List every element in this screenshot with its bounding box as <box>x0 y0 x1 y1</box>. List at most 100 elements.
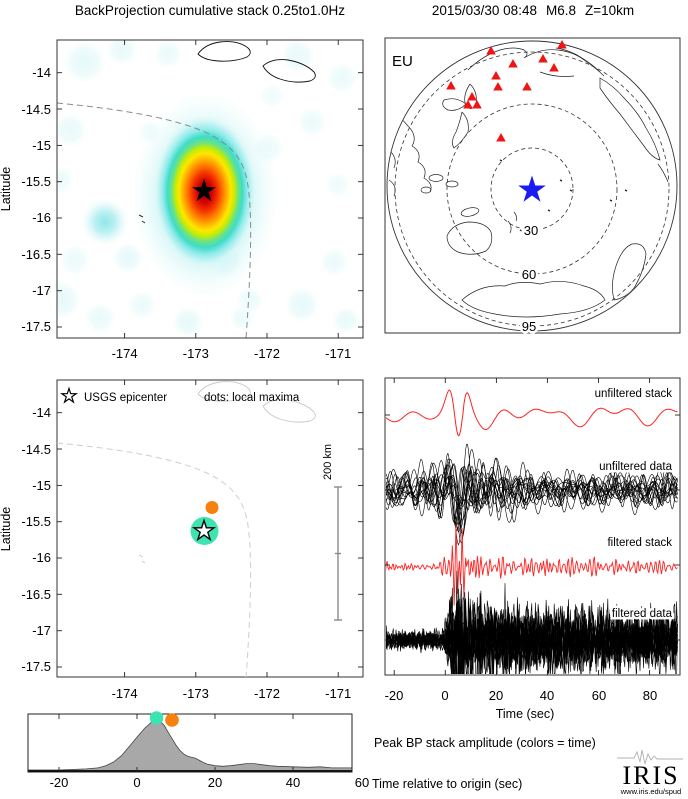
event-magnitude: M6.8 <box>546 3 576 18</box>
upolu-island-outline <box>262 59 316 83</box>
island-indonesia <box>428 174 444 182</box>
ring-60deg <box>446 103 618 275</box>
station-triangle-icon <box>496 133 506 142</box>
station-triangle-icon <box>463 100 473 109</box>
iris-logo-url: www.iris.edu/spud <box>620 787 681 796</box>
savaii-island-gray <box>197 381 251 402</box>
ytick-label: -17 <box>32 283 51 298</box>
bp-map-title: BackProjection cumulative stack 0.25to1.… <box>75 3 345 18</box>
timeline-dot-orange <box>165 713 179 727</box>
station-triangle-icon <box>446 81 456 90</box>
low-amplitude-blob <box>325 172 351 198</box>
ytick-label: -15.5 <box>21 174 51 189</box>
xtick-label: 60 <box>355 775 369 790</box>
station-triangle-icon <box>557 40 567 49</box>
seismogram-squiggle-icon <box>617 749 683 765</box>
waveform-traces <box>386 389 678 674</box>
low-amplitude-blob <box>57 280 82 320</box>
low-amplitude-blob <box>106 40 138 66</box>
scale-bar <box>334 486 342 621</box>
savaii-island-outline <box>197 41 251 62</box>
globe-outline <box>386 40 678 332</box>
amplitude-area-shape <box>28 718 352 771</box>
coastline-australia <box>446 221 493 255</box>
time-axis-label: Time (sec) <box>496 707 555 721</box>
station-triangles <box>446 40 567 142</box>
station-triangle-icon <box>493 82 503 91</box>
low-amplitude-blob <box>57 166 74 194</box>
map-legend: USGS epicenter dots: local maxima <box>61 387 300 404</box>
island-new-guinea <box>460 207 480 217</box>
event-title: 2015/03/30 08:48 M6.8 Z=10km <box>432 3 634 18</box>
low-amplitude-blob <box>172 306 204 338</box>
filtered-data-trace <box>386 596 678 674</box>
trench-dashed-line <box>57 102 252 338</box>
xtick-label: -20 <box>50 775 69 790</box>
unfiltered-data-trace <box>386 461 678 519</box>
xtick-label: 80 <box>643 688 657 703</box>
ring-label-60: 60 <box>522 267 536 282</box>
bp-ylabel: Latitude <box>0 167 13 212</box>
low-amplitude-blob <box>332 306 360 334</box>
low-amplitude-blob <box>284 287 320 323</box>
xtick-label: 40 <box>286 775 300 790</box>
ytick-label: -16.5 <box>21 587 51 602</box>
ytick-label: -17.5 <box>21 319 51 334</box>
event-depth: Z=10km <box>585 3 634 18</box>
unfiltered-stack-trace <box>386 389 678 437</box>
ytick-label: -14.5 <box>21 442 51 457</box>
coastline-siberia-arctic <box>467 47 605 77</box>
station-triangle-icon <box>508 59 518 68</box>
station-globe-panel: 30 60 95 EU <box>384 37 681 337</box>
ytick-label: -14 <box>32 405 51 420</box>
event-datetime: 2015/03/30 08:48 <box>432 3 537 18</box>
upolu-island-gray <box>262 399 316 423</box>
timeline-dot-teal <box>149 711 164 725</box>
xtick-label: -174 <box>112 346 138 361</box>
distance-rings <box>394 51 670 327</box>
station-triangle-icon <box>472 100 482 109</box>
trace-label-unfiltered-stack: unfiltered stack <box>595 388 673 400</box>
ytick-label: -17.5 <box>21 659 51 674</box>
coastline-okhotsk <box>442 98 467 111</box>
legend-star-label: USGS epicenter <box>84 392 167 404</box>
xtick-label: -171 <box>325 686 351 701</box>
islet-specks <box>138 214 146 224</box>
ring-95deg <box>394 51 670 327</box>
xtick-label: 60 <box>592 688 606 703</box>
xtick-label: -172 <box>254 346 280 361</box>
trace-label-filtered-data: filtered data <box>612 608 673 620</box>
xtick-label: 0 <box>133 775 140 790</box>
unfiltered-data-trace <box>386 452 678 520</box>
ytick-label: -15.5 <box>21 514 51 529</box>
island-specks <box>499 159 628 232</box>
xtick-label: 20 <box>208 775 222 790</box>
maxima-xtick-labels: -174 -173 -172 -171 <box>112 686 352 701</box>
timeline-area-chart <box>28 718 352 772</box>
maxima-ytick-labels: -14 -14.5 -15 -15.5 -16 -16.5 -17 -17.5 <box>21 405 51 674</box>
ytick-label: -16 <box>32 210 51 225</box>
xtick-label: 0 <box>441 688 448 703</box>
coastline-japan <box>452 111 469 149</box>
low-amplitude-blob <box>63 40 107 84</box>
heatmap-content <box>57 40 360 338</box>
filtered-stack-trace <box>386 524 678 606</box>
station-triangle-icon <box>538 54 548 63</box>
xtick-label: -20 <box>385 688 404 703</box>
xtick-label: -172 <box>254 686 280 701</box>
bp-xtick-labels: -174 -173 -172 -171 <box>112 346 352 361</box>
xtick-label: -171 <box>325 346 351 361</box>
timeline-xtick-labels: -20 0 20 40 60 <box>50 775 370 790</box>
coastline-south-america <box>612 243 647 301</box>
low-amplitude-blob <box>84 302 116 334</box>
islet-specks-gray <box>138 554 146 564</box>
array-label: EU <box>392 53 413 70</box>
low-amplitude-blob <box>127 290 157 320</box>
xtick-label: -174 <box>112 686 138 701</box>
unfiltered-data-trace <box>386 449 678 544</box>
trench-dashed-line-gray <box>56 442 252 678</box>
ytick-label: -15 <box>32 478 51 493</box>
coastline-central-america <box>657 163 669 183</box>
heatmap-frame <box>56 39 364 339</box>
coastline-new-zealand <box>507 211 518 234</box>
